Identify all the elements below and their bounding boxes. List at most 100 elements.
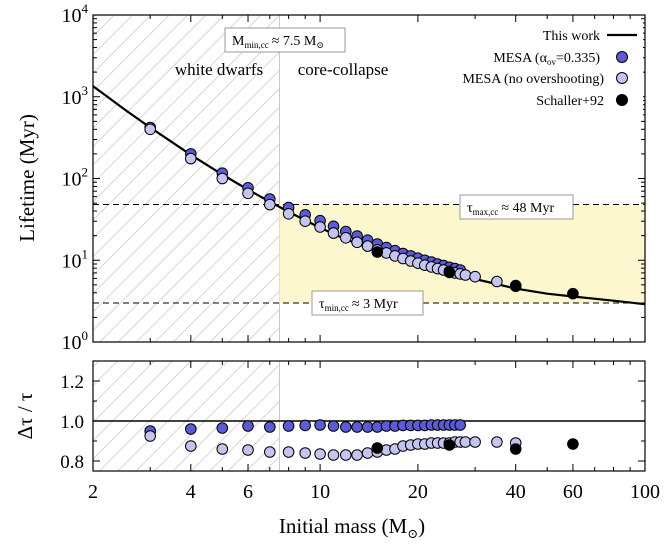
legend-label-mesa-ov-sub: ov: [547, 57, 557, 67]
delta-mesa-noov-point: [299, 447, 312, 459]
y-tick-label: 102: [62, 165, 89, 191]
bottom-ticks: [92, 361, 646, 471]
delta-mesa-noov-point: [216, 443, 229, 455]
white-dwarf-hatched-region: [93, 15, 280, 342]
delta-mesa-noov-point: [340, 449, 352, 461]
y-tick-label-bottom: 1.0: [60, 412, 84, 433]
x-tick-label: 20: [408, 481, 428, 503]
bottom-axes-frame: [92, 360, 646, 472]
svg-text:τmin,cc≈ 3 Myr: τmin,cc ≈ 3 Myr: [319, 297, 398, 313]
y-tick-label-base: 10: [62, 87, 82, 109]
mesa-noov-point: [185, 152, 197, 165]
delta-mesa-noov-point: [327, 449, 340, 461]
delta-mesa-ov-point: [216, 422, 229, 434]
x-tick-label: 4: [186, 481, 196, 503]
svg-text:Initial mass (M⊙): Initial mass (M⊙): [279, 514, 425, 541]
y-tick-label-exponent: 3: [82, 83, 89, 98]
mesa-noov-point: [314, 221, 326, 233]
top-plot-marks: [93, 85, 645, 306]
legend-marker-mesa-noov: [616, 72, 628, 84]
delta-mesa-noov-point: [264, 446, 276, 458]
delta-mesa-ov-point: [340, 421, 352, 433]
delta-mesa-ov-point: [361, 421, 374, 433]
legend-marker-schaller: [616, 94, 628, 106]
delta-schaller-point: [371, 442, 384, 454]
delta-mesa-ov-point: [314, 419, 326, 431]
mmin-value: ≈ 7.5 M: [272, 34, 317, 49]
delta-mesa-ov-point: [242, 420, 254, 432]
schaller-point: [371, 246, 384, 258]
svg-text:MESA (αov=0.335): MESA (αov=0.335): [493, 51, 600, 67]
core-collapse-label: core-collapse: [298, 60, 389, 79]
bottom-panel: 0.8 1.0 1.2 2 4 6 10 20 40 60 100 Δτ / τ Initial …: [13, 360, 660, 541]
taumax-symbol: τ: [467, 201, 473, 216]
schaller-point: [443, 266, 456, 279]
legend-label-mesa-ov: MESA (α: [493, 51, 547, 66]
legend-label-this-work: This work: [543, 29, 600, 44]
x-tick-labels: 2 4 6 10 20 40 60 100: [88, 481, 660, 503]
delta-mesa-noov-point: [361, 447, 374, 459]
legend-label-schaller: Schaller+92: [536, 94, 604, 109]
legend: This work MESA (αov=0.335) MESA (no over…: [462, 22, 643, 117]
x-axis-sun-symbol: ⊙: [407, 526, 418, 541]
x-tick-label: 60: [563, 481, 583, 503]
delta-mesa-ov-point: [454, 419, 467, 431]
mesa-noov-point: [216, 172, 229, 185]
y-tick-label: 104: [62, 1, 89, 27]
white-dwarfs-label: white dwarfs: [175, 60, 263, 79]
mesa-noov-point: [299, 215, 312, 227]
delta-mesa-ov-point: [264, 421, 276, 433]
mesa-noov-point: [361, 240, 374, 252]
legend-marker-mesa-ov: [616, 51, 628, 63]
top-y-axis-label: Lifetime (Myr): [15, 114, 39, 242]
y-tick-label-exponent: 2: [82, 165, 89, 180]
y-tick-label-base: 10: [62, 332, 82, 354]
delta-mesa-noov-point: [469, 436, 481, 448]
legend-label-mesa-noov: MESA (no overshooting): [462, 72, 604, 87]
taumin-subscript: min,cc: [325, 303, 349, 313]
mesa-noov-point: [327, 227, 340, 239]
bottom-y-tick-labels: 0.8 1.0 1.2: [60, 372, 84, 473]
mesa-noov-point: [340, 232, 352, 244]
schaller-point: [509, 280, 522, 293]
core-collapse-band: [279, 204, 645, 303]
x-tick-label: 40: [506, 481, 526, 503]
y-tick-label-base: 10: [62, 5, 82, 27]
mmin-sun-symbol: ⊙: [316, 40, 324, 50]
x-tick-label: 2: [88, 481, 98, 503]
mesa-noov-point: [351, 236, 363, 249]
y-tick-label: 103: [62, 83, 89, 109]
bottom-y-axis-label: Δτ / τ: [13, 393, 37, 440]
mmin-annotation: Mmin,cc ≈ 7.5 M⊙: [224, 27, 346, 53]
delta-schaller-point: [509, 443, 522, 455]
delta-mesa-noov-point: [459, 436, 472, 448]
mesa-noov-point: [282, 208, 295, 220]
taumin-value: ≈ 3 Myr: [352, 297, 398, 312]
y-tick-label-bottom: 1.2: [60, 372, 84, 393]
delta-mesa-ov-point: [327, 420, 340, 432]
mesa-noov-point: [242, 187, 254, 200]
y-tick-label-exponent: 0: [82, 328, 89, 343]
taumin-annotation: τmin,cc ≈ 3 Myr: [311, 290, 424, 316]
delta-mesa-noov-point: [314, 448, 326, 460]
mesa-noov-point: [264, 198, 276, 211]
taumax-subscript: max,cc: [473, 207, 499, 217]
mesa-noov-point: [144, 123, 156, 136]
mmin-symbol: M: [232, 34, 245, 49]
delta-schaller-point: [443, 439, 456, 451]
taumax-value: ≈ 48 Myr: [501, 201, 554, 216]
legend-label-mesa-ov-post: =0.335): [556, 51, 600, 66]
mmin-subscript: min,cc: [244, 40, 268, 50]
y-tick-label-exponent: 4: [82, 1, 89, 16]
x-axis-label: Initial mass (M: [279, 514, 408, 538]
y-tick-label-base: 10: [62, 169, 82, 191]
x-axis-label-close: ): [418, 514, 425, 538]
y-tick-label-base: 10: [62, 250, 82, 272]
svg-text:τmax,cc≈ 48 Myr: τmax,cc ≈ 48 Myr: [467, 201, 555, 217]
x-tick-label: 10: [310, 481, 330, 503]
delta-schaller-point: [567, 438, 579, 450]
y-tick-label: 101: [62, 246, 89, 272]
